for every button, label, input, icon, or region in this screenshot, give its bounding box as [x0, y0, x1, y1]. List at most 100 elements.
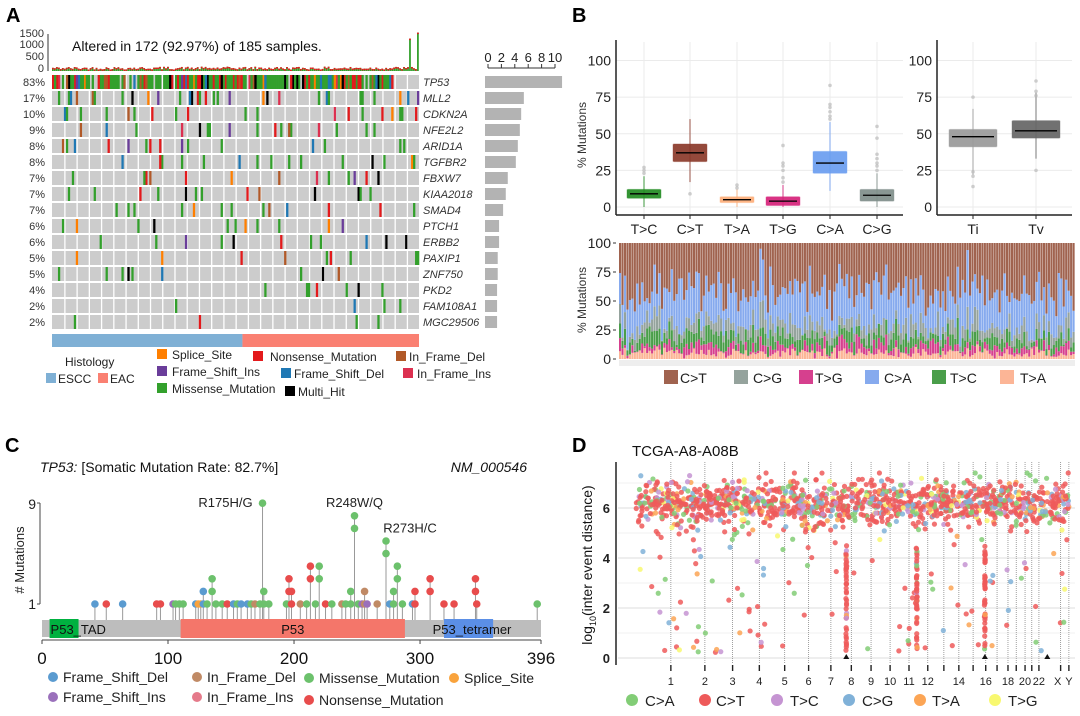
tmb-bar-top: [345, 68, 348, 70]
mutation-cell: [186, 75, 190, 89]
cell-separator: [284, 91, 286, 105]
stacked-segment: [722, 243, 725, 311]
stacked-segment: [764, 345, 767, 354]
mutation-cell: [93, 187, 96, 201]
stacked-segment: [880, 294, 883, 325]
mutation-point: [671, 510, 677, 516]
cell-separator: [113, 267, 115, 281]
hotspot-label: R175H/G: [198, 495, 252, 510]
mutation-point: [716, 487, 722, 494]
mutation-cell: [129, 75, 132, 89]
stacked-segment: [776, 326, 779, 342]
stacked-segment: [850, 243, 853, 277]
gene-bar: [485, 92, 524, 104]
stacked-segment: [702, 353, 705, 359]
mutation-point: [731, 526, 738, 533]
stacked-segment: [858, 313, 861, 326]
stacked-segment: [660, 354, 663, 355]
stacked-segment: [623, 328, 627, 346]
stacked-segment: [890, 355, 893, 359]
oncoplot-row: 4% PKD2: [29, 283, 452, 297]
mutation-cell: [307, 75, 311, 89]
mutation-point: [1004, 567, 1010, 573]
stacked-segment: [872, 243, 875, 281]
mutation-cell: [315, 171, 319, 185]
mutation-point: [855, 495, 861, 502]
legend-dot: [914, 694, 926, 706]
mutation-cell: [222, 75, 225, 89]
gene-percentage: 7%: [29, 189, 45, 201]
cell-separator: [321, 107, 323, 121]
stacked-segment: [1070, 351, 1073, 356]
stacked-segment: [838, 316, 841, 325]
stacked-segment: [717, 348, 720, 352]
y-tick-label: 25: [916, 162, 932, 178]
mutation-cell: [256, 123, 259, 137]
stacked-segment: [909, 336, 912, 349]
stacked-segment: [806, 243, 809, 312]
mutation-point: [638, 473, 644, 479]
stacked-segment: [988, 300, 991, 329]
cell-separator: [88, 299, 90, 313]
tmb-bar: [309, 67, 312, 71]
tmb-bar-top: [149, 68, 151, 71]
mutation-point: [885, 476, 891, 482]
oncoplot-row: 8% ARID1A: [29, 139, 463, 153]
stacked-segment: [638, 350, 641, 359]
tmb-bar-top: [371, 68, 374, 71]
stacked-segment: [813, 243, 816, 297]
stacked-segment: [759, 243, 762, 249]
mutation-point: [843, 548, 850, 554]
mutation-point: [840, 524, 846, 530]
stacked-segment: [843, 324, 846, 328]
stacked-segment: [803, 243, 806, 282]
stacked-segment: [897, 357, 900, 359]
hotspot-label: R273H/C: [383, 520, 436, 535]
mutation-point: [915, 519, 922, 525]
stacked-segment: [877, 243, 880, 283]
mutation-point: [940, 627, 946, 634]
stacked-segment: [941, 243, 944, 292]
cell-separator: [357, 251, 360, 265]
mutation-point: [636, 486, 643, 493]
stacked-segment: [1028, 349, 1031, 357]
mutation-cell: [196, 91, 200, 105]
stacked-segment: [641, 324, 644, 333]
tmb-bar: [397, 67, 399, 71]
mutation-point: [997, 502, 1003, 508]
mutation-point: [991, 494, 997, 500]
tmb-bar-top: [248, 68, 251, 70]
stacked-segment: [623, 345, 627, 348]
domain-p53: [180, 619, 405, 638]
mutation-point: [963, 611, 969, 617]
stacked-segment: [998, 355, 1001, 359]
legend-swatch-in_frame_del: [396, 351, 406, 361]
mutation-point: [881, 482, 887, 488]
tmb-bar-top: [288, 68, 290, 70]
mutation-point: [666, 620, 672, 626]
outlier-point: [642, 165, 646, 170]
gene-bar: [485, 252, 498, 264]
stacked-segment: [996, 351, 999, 359]
tmb-bar-top: [222, 67, 225, 69]
stacked-segment: [845, 353, 848, 359]
mutation-cell: [103, 75, 106, 89]
tmb-bar: [393, 67, 395, 71]
stacked-segment: [867, 351, 871, 359]
lollipop-head: [382, 549, 390, 558]
mutation-point: [889, 478, 895, 484]
cell-separator: [321, 283, 323, 297]
mutation-point: [849, 498, 855, 504]
stacked-segment: [1003, 347, 1006, 354]
stacked-segment: [895, 287, 898, 311]
gene-bar-tick-label: 4: [511, 50, 518, 65]
tmb-bar-top: [210, 68, 213, 71]
mutation-point: [676, 647, 682, 653]
stacked-segment: [853, 306, 856, 334]
stacked-segment: [1067, 312, 1070, 329]
mutation-cell: [270, 155, 273, 169]
cell-separator: [321, 139, 323, 153]
domain-label: P53: [281, 622, 304, 637]
cell-separator: [198, 187, 201, 201]
cell-separator: [284, 315, 286, 329]
